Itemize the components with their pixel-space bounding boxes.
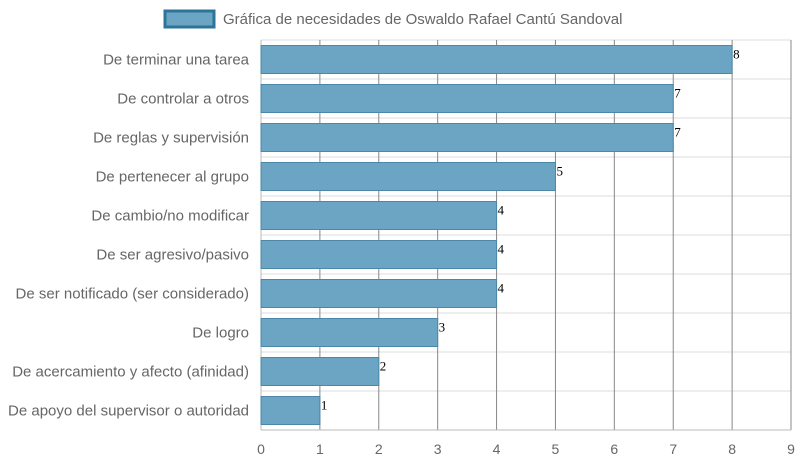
category-label: De acercamiento y afecto (afinidad) [12,364,249,381]
x-tick-label: 9 [787,441,795,457]
category-label: De cambio/no modificar [91,208,249,225]
category-label: De pertenecer al grupo [96,169,249,186]
x-tick-label: 3 [434,441,442,457]
x-tick-label: 0 [257,441,265,457]
x-tick-label: 8 [728,441,736,457]
bar[interactable] [260,45,733,74]
x-tick-label: 1 [316,441,324,457]
category-label: De apoyo del supervisor o autoridad [8,403,249,420]
bar[interactable] [260,162,556,191]
legend-label: Gráfica de necesidades de Oswaldo Rafael… [223,11,622,28]
x-axis-ticks: 0 1 2 3 4 5 6 7 8 9 [257,441,795,457]
bar-value-label: 1 [321,398,328,413]
chart-legend[interactable]: Gráfica de necesidades de Oswaldo Rafael… [163,9,622,29]
bar-value-label: 4 [498,203,505,218]
bar[interactable] [260,240,498,269]
bar-value-label: 7 [674,86,681,101]
x-tick-label: 5 [552,441,560,457]
x-tick-label: 2 [375,441,383,457]
bar-value-label: 7 [674,125,681,140]
category-label: De reglas y supervisión [93,130,249,147]
bar-value-label: 4 [498,242,505,257]
category-label: De logro [192,325,249,342]
x-tick-label: 7 [669,441,677,457]
bar-value-label: 5 [556,164,563,179]
bar-value-label: 3 [439,320,446,335]
category-label: De ser notificado (ser considerado) [16,286,249,303]
bar[interactable] [260,123,674,152]
bar[interactable] [260,318,439,347]
bars [260,45,733,425]
category-label: De controlar a otros [117,91,249,108]
bar-value-label: 4 [498,281,505,296]
category-label: De ser agresivo/pasivo [96,247,249,264]
data-labels: 8 7 7 5 4 4 4 3 2 1 [321,47,740,413]
bar-value-label: 8 [733,47,740,62]
bar[interactable] [260,396,321,425]
legend-swatch [163,9,216,29]
bar-value-label: 2 [380,359,387,374]
category-labels: De terminar una tarea De controlar a otro… [8,52,250,420]
bar[interactable] [260,279,498,308]
x-tick-label: 6 [610,441,618,457]
x-tick-label: 4 [493,441,501,457]
bar[interactable] [260,201,498,230]
category-label: De terminar una tarea [103,52,250,69]
bar[interactable] [260,357,380,386]
bar[interactable] [260,84,674,113]
